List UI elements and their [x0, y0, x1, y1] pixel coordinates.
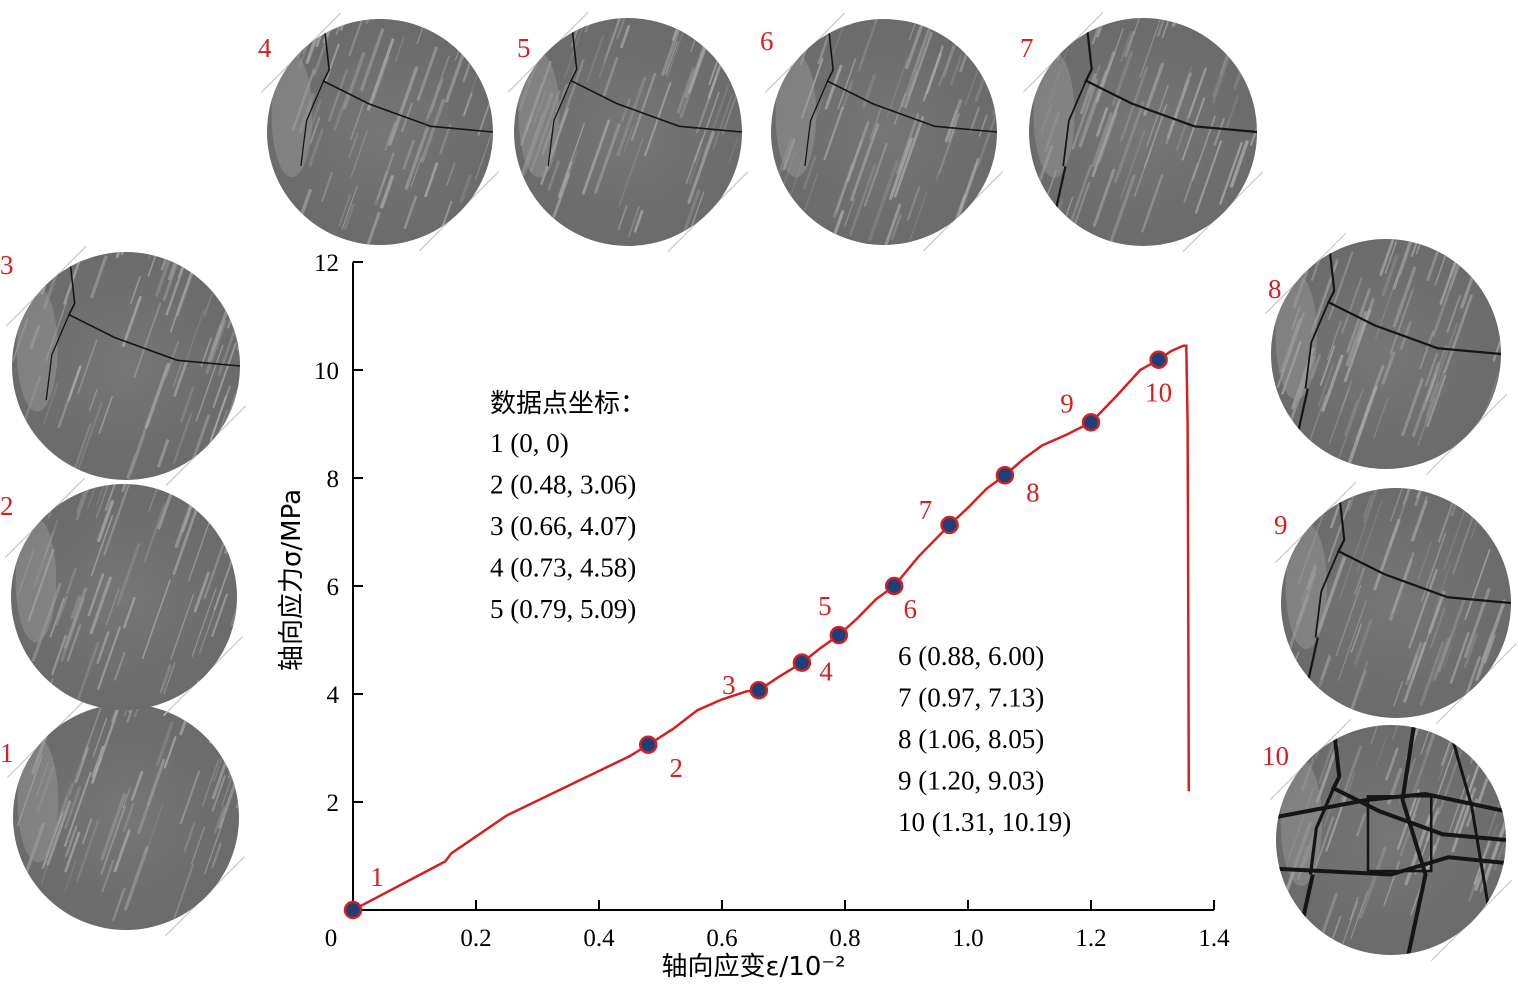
origin-tick-label: 0	[325, 925, 338, 952]
data-point-label-3: 3	[722, 670, 736, 700]
coordinate-entry: 8 (1.06, 8.05)	[898, 724, 1044, 754]
x-tick-label: 1.2	[1075, 925, 1106, 952]
data-point-10	[1149, 350, 1168, 369]
y-tick-label: 8	[327, 466, 340, 493]
specimen-label-1: 1	[0, 738, 14, 768]
x-axis-title: 轴向应变ε/10⁻²	[661, 952, 845, 982]
data-point-1	[343, 900, 363, 920]
x-tick-label: 0.4	[583, 925, 615, 952]
specimen-label-3: 3	[0, 250, 14, 280]
data-point-7	[940, 515, 959, 535]
specimen-label-6: 6	[760, 26, 774, 56]
x-tick-label: 1.0	[952, 925, 983, 952]
data-point-label-6: 6	[903, 594, 917, 624]
y-tick-label: 12	[314, 250, 339, 277]
specimen-disk	[267, 19, 493, 245]
specimen-image-10: 10	[1262, 718, 1513, 962]
specimen-label-4: 4	[258, 33, 272, 63]
specimen-label-10: 10	[1262, 741, 1289, 771]
y-tick-label: 2	[327, 790, 340, 817]
data-point-3	[749, 680, 769, 700]
data-point-label-7: 7	[919, 495, 933, 525]
y-tick-label: 10	[314, 358, 339, 385]
specimen-image-9: 9	[1274, 481, 1518, 725]
coordinate-entry: 1 (0, 0)	[490, 428, 569, 458]
y-tick-label: 6	[327, 574, 340, 601]
coordinate-entry: 3 (0.66, 4.07)	[490, 511, 636, 541]
data-point-5	[829, 625, 849, 645]
y-ticks: 2 4 6 8 10 12	[314, 250, 363, 817]
coordinate-entry: 10 (1.31, 10.19)	[898, 807, 1071, 837]
x-tick-label: 0.2	[460, 925, 491, 952]
coordinate-list-title: 数据点坐标：	[490, 389, 646, 419]
x-tick-label: 1.4	[1198, 925, 1230, 952]
coordinate-list: 数据点坐标： 1 (0, 0) 2 (0.48, 3.06) 3 (0.66, 4.…	[490, 389, 1071, 837]
data-point-4	[792, 653, 812, 672]
data-point-label-2: 2	[669, 753, 683, 783]
specimen-label-9: 9	[1274, 510, 1288, 540]
specimen-disk	[13, 704, 239, 930]
specimen-disk	[1029, 18, 1257, 246]
specimen-disk	[514, 18, 742, 246]
data-point-label-5: 5	[818, 591, 832, 621]
data-point-2	[638, 735, 658, 755]
x-tick-label: 0.8	[829, 925, 860, 952]
data-point-8	[995, 466, 1015, 485]
x-ticks: 0.2 0.4 0.6 0.8 1.0 1.2 1.4	[460, 900, 1230, 952]
specimen-image-4: 4	[258, 12, 500, 252]
specimen-disk	[1276, 725, 1506, 955]
data-point-label-10: 10	[1145, 378, 1172, 408]
specimen-image-5: 5	[507, 11, 749, 253]
coordinate-entry: 6 (0.88, 6.00)	[898, 641, 1044, 671]
specimen-image-3: 3	[0, 245, 247, 487]
specimen-disk	[12, 252, 240, 480]
x-tick-label: 0.6	[706, 925, 737, 952]
data-point-6	[884, 576, 904, 596]
coordinate-entry: 9 (1.20, 9.03)	[898, 766, 1044, 796]
y-tick-label: 4	[327, 682, 340, 709]
data-point-label-9: 9	[1060, 388, 1074, 418]
data-point-labels: 1 2 3 4 5 6 7 8 9 10	[370, 378, 1172, 892]
data-point-label-1: 1	[370, 862, 384, 892]
specimen-label-5: 5	[517, 33, 531, 63]
specimen-label-2: 2	[0, 491, 14, 521]
specimen-disk	[11, 484, 237, 710]
data-point-label-4: 4	[819, 657, 833, 687]
coordinate-entry: 4 (0.73, 4.58)	[490, 553, 636, 583]
coordinate-list-right: 6 (0.88, 6.00) 7 (0.97, 7.13) 8 (1.06, 8.0…	[898, 641, 1071, 837]
coordinate-entry: 5 (0.79, 5.09)	[490, 594, 636, 624]
specimen-disk	[771, 19, 997, 245]
coordinate-entry: 7 (0.97, 7.13)	[898, 683, 1044, 713]
y-axis-title: 轴向应力σ/MPa	[277, 489, 307, 671]
data-points	[343, 350, 1168, 920]
specimen-image-8: 8	[1264, 232, 1508, 476]
coordinate-list-left: 1 (0, 0) 2 (0.48, 3.06) 3 (0.66, 4.07) 4 (0…	[490, 428, 636, 624]
data-point-label-8: 8	[1026, 477, 1040, 507]
specimen-image-2: 2	[0, 477, 244, 717]
specimen-label-8: 8	[1268, 274, 1282, 304]
specimen-label-7: 7	[1020, 33, 1034, 63]
specimen-image-6: 6	[760, 12, 1004, 252]
data-point-9	[1081, 413, 1101, 432]
specimen-image-7: 7	[1020, 11, 1264, 253]
coordinate-entry: 2 (0.48, 3.06)	[490, 470, 636, 500]
